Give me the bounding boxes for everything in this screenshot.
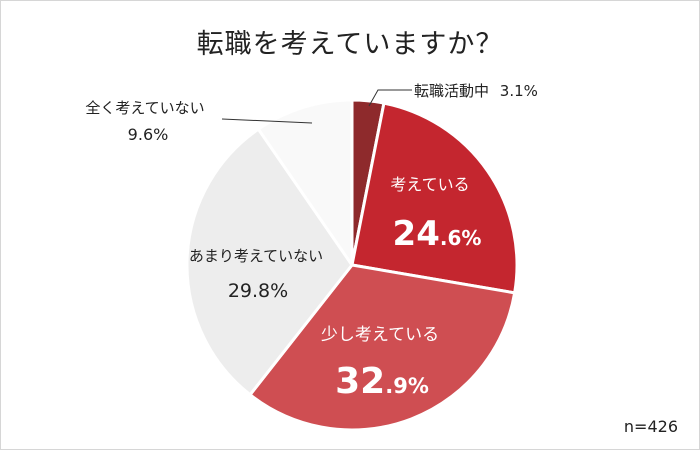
slice-value-not-much: 29.8%: [228, 280, 288, 302]
svg-text:32.9%: 32.9%: [335, 361, 429, 402]
slice-value-dec-considering: .6%: [440, 226, 482, 250]
sample-size-note: n=426: [623, 417, 678, 436]
slice-label-slightly: 少し考えている: [321, 325, 439, 345]
svg-text:転職活動中 3.1%: 転職活動中 3.1%: [414, 82, 538, 100]
slice-value-not-at-all: 9.6%: [128, 125, 169, 144]
slice-label-considering: 考えている: [390, 175, 469, 194]
pie-slice-considering: [350, 101, 519, 295]
slice-value-int-considering: 24: [393, 214, 440, 254]
slice-label-not-at-all: 全く考えていない: [85, 99, 204, 117]
slice-value-active: 3.1%: [500, 82, 538, 100]
slice-value-int-slightly: 32: [335, 361, 385, 402]
svg-text:24.6%: 24.6%: [393, 214, 482, 254]
chart-title: 転職を考えていますか？: [196, 29, 504, 60]
pie-slice-slightly: [248, 263, 517, 432]
pie-slice-not-at-all: [256, 98, 354, 267]
leader-line-active: [368, 89, 412, 107]
leader-line-none: [221, 118, 313, 124]
slice-label-not-much: あまり考えていない: [189, 247, 323, 265]
pie-slice-not-much: [185, 127, 354, 397]
slice-label-active: 転職活動中: [414, 82, 489, 100]
slice-value-dec-slightly: .9%: [385, 374, 429, 398]
